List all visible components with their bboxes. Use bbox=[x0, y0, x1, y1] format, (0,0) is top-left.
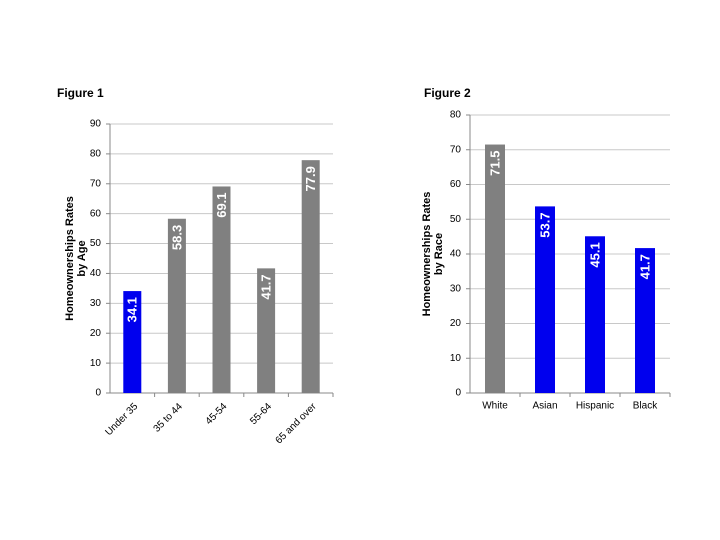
y-axis-label: Homeownerships Rates bbox=[421, 192, 433, 317]
data-label: 34.1 bbox=[125, 297, 140, 322]
y-tick-label: 70 bbox=[450, 144, 462, 155]
y-tick-label: 80 bbox=[90, 149, 102, 160]
y-tick-label: 40 bbox=[450, 249, 462, 260]
x-tick-label: White bbox=[482, 401, 508, 412]
y-tick-label: 40 bbox=[90, 268, 102, 279]
y-tick-label: 50 bbox=[90, 238, 102, 249]
chart-title: Figure 1 bbox=[57, 86, 104, 100]
data-label: 41.7 bbox=[637, 254, 652, 279]
x-tick-label: Asian bbox=[532, 401, 557, 412]
y-tick-label: 60 bbox=[450, 179, 462, 190]
chart-title: Figure 2 bbox=[424, 86, 471, 100]
y-tick-label: 0 bbox=[95, 388, 101, 399]
data-label: 69.1 bbox=[214, 192, 229, 217]
x-tick-label: 65 and over bbox=[274, 401, 320, 447]
y-tick-label: 50 bbox=[450, 214, 462, 225]
y-tick-label: 60 bbox=[90, 208, 102, 219]
data-label: 45.1 bbox=[587, 242, 602, 267]
bar bbox=[167, 218, 186, 393]
bar bbox=[635, 248, 655, 393]
data-label: 71.5 bbox=[487, 151, 502, 176]
data-label: 53.7 bbox=[537, 212, 552, 237]
y-tick-label: 30 bbox=[450, 283, 462, 294]
x-tick-label: Hispanic bbox=[576, 401, 614, 412]
x-tick-label: Under 35 bbox=[103, 401, 140, 438]
y-tick-label: 10 bbox=[450, 353, 462, 364]
y-tick-label: 90 bbox=[90, 119, 102, 130]
bar bbox=[301, 160, 320, 393]
data-label: 41.7 bbox=[259, 274, 274, 299]
y-axis-label: by Age bbox=[76, 240, 88, 276]
bar bbox=[535, 206, 555, 393]
y-tick-label: 20 bbox=[450, 318, 462, 329]
bar bbox=[485, 144, 505, 393]
y-axis-label: Homeownerships Rates bbox=[64, 196, 76, 321]
data-label: 58.3 bbox=[169, 225, 184, 250]
y-tick-label: 20 bbox=[90, 328, 102, 339]
bar bbox=[257, 268, 276, 393]
y-tick-label: 80 bbox=[450, 110, 462, 121]
bar bbox=[212, 186, 231, 393]
y-tick-label: 0 bbox=[455, 388, 461, 399]
x-tick-label: 55-64 bbox=[248, 401, 274, 427]
bar bbox=[585, 236, 605, 393]
data-label: 77.9 bbox=[303, 166, 318, 191]
y-tick-label: 30 bbox=[90, 298, 102, 309]
y-tick-label: 70 bbox=[90, 178, 102, 189]
x-tick-label: 35 to 44 bbox=[152, 401, 186, 435]
bar bbox=[123, 291, 142, 393]
y-axis-label: by Race bbox=[433, 233, 445, 275]
x-tick-label: 45-54 bbox=[204, 401, 230, 427]
y-tick-label: 10 bbox=[90, 358, 102, 369]
x-tick-label: Black bbox=[633, 401, 658, 412]
